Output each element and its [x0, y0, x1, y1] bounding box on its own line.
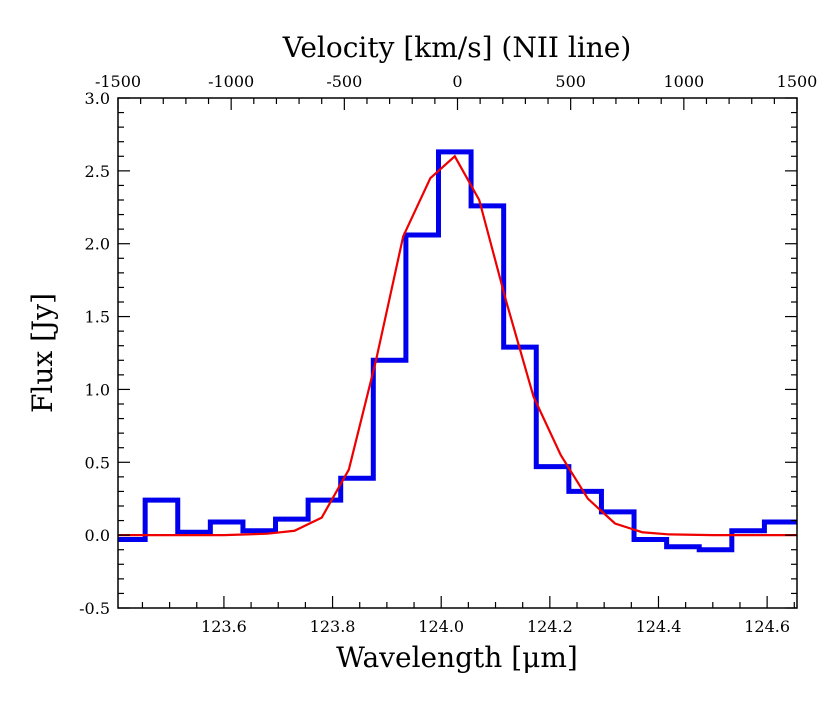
plot-frame [117, 97, 798, 609]
x2-tick-label: 0 [452, 72, 462, 91]
x-tick-label: 123.6 [201, 617, 247, 636]
x2-tick-label: 500 [555, 72, 586, 91]
y-tick-label: 3.0 [85, 89, 110, 108]
x2-tick-label: 1000 [663, 72, 704, 91]
plot-area [118, 149, 797, 553]
series-observed-steps [118, 149, 797, 553]
x-axis-title: Wavelength [μm] [336, 641, 578, 674]
y-tick-label: 0.5 [85, 453, 110, 472]
x-tick-label: 124.2 [527, 617, 573, 636]
x-tick-label: 124.6 [744, 617, 790, 636]
x2-tick-label: 1500 [777, 72, 818, 91]
x2-tick-label: -1500 [95, 72, 141, 91]
y-axis-title: Flux [Jy] [26, 293, 59, 413]
y-tick-label: 2.5 [85, 162, 110, 181]
axis-ticks [117, 97, 798, 609]
y-tick-label: 2.0 [85, 235, 110, 254]
x-tick-label: 124.4 [636, 617, 682, 636]
tick-labels: 123.6 123.8 124.0 124.2 124.4 124.6 -1500 -1000… [79, 72, 817, 636]
y-tick-label: 0.0 [85, 526, 110, 545]
y-tick-label: 1.5 [85, 308, 110, 327]
x2-tick-label: -1000 [208, 72, 254, 91]
y-tick-label: -0.5 [79, 599, 110, 618]
x2-tick-label: -500 [326, 72, 362, 91]
y-tick-label: 1.0 [85, 380, 110, 399]
series-fit-line [118, 154, 797, 537]
x-tick-label: 123.8 [310, 617, 356, 636]
x-tick-label: 124.0 [418, 617, 464, 636]
x2-axis-title: Velocity [km/s] (NII line) [282, 31, 632, 64]
